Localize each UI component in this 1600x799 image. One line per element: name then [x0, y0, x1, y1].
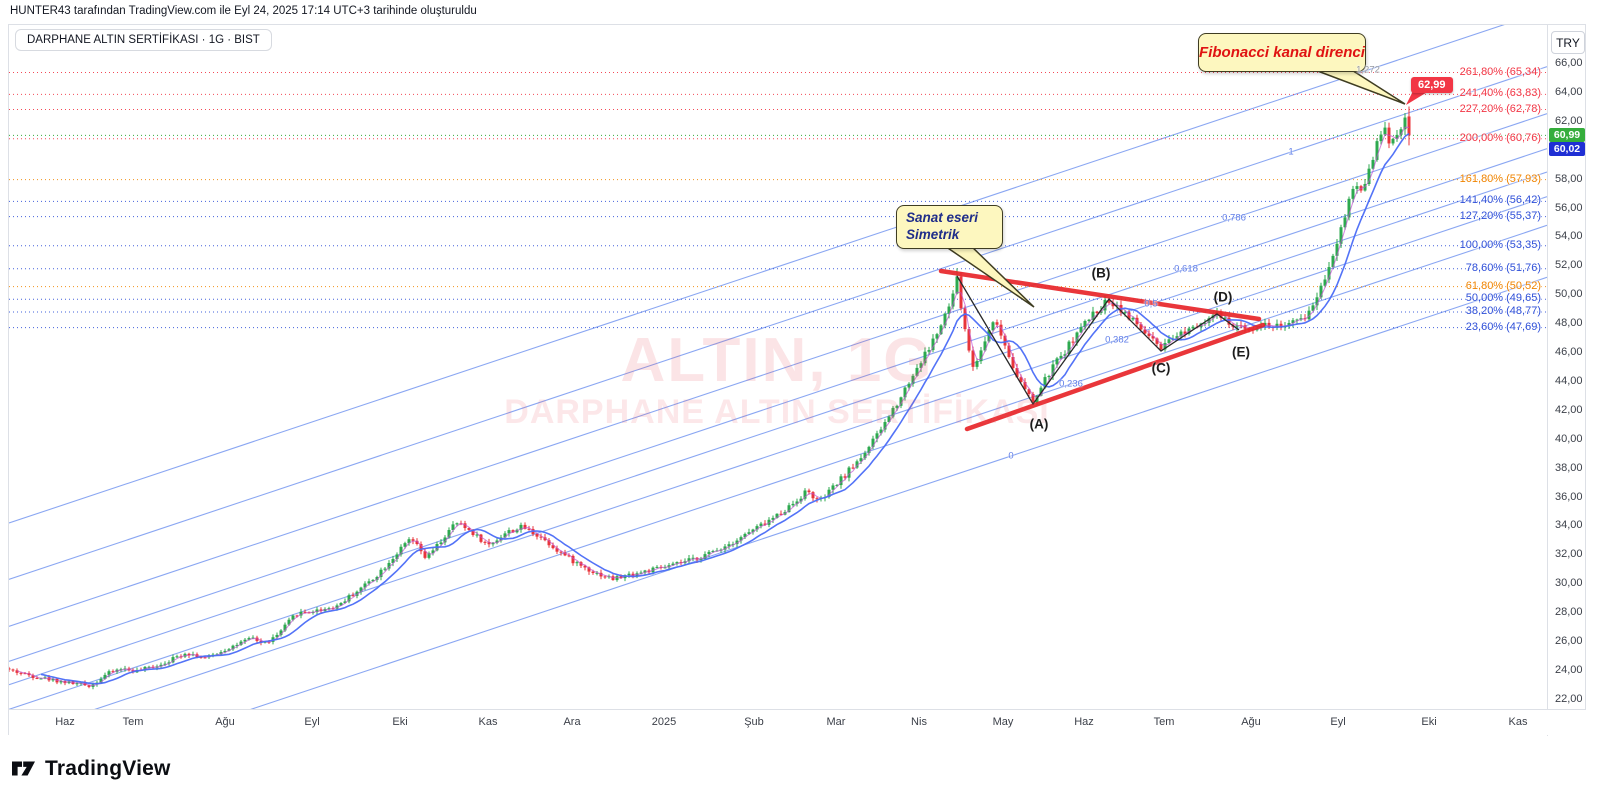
plot-svg — [9, 25, 1547, 709]
price-tick: 52,00 — [1555, 259, 1583, 272]
chart-widget: ALTIN, 1G DARPHANE ALTIN SERTİFİKASI DAR… — [8, 24, 1586, 736]
fib-channel-level-label: 1 — [1288, 146, 1294, 158]
fib-channel-lines — [9, 25, 1547, 709]
price-tick: 24,00 — [1555, 663, 1583, 676]
fib-retracement-label: 161,80% (57,93) — [1459, 172, 1541, 185]
time-tick: Şub — [744, 716, 764, 728]
fib-retracement-label: 50,00% (49,65) — [1465, 292, 1541, 305]
tradingview-logo-text: TradingView — [45, 756, 171, 780]
time-tick: May — [992, 716, 1014, 728]
time-tick: Ağu — [1241, 716, 1261, 728]
time-tick: Eki — [1421, 716, 1437, 728]
price-tick: 36,00 — [1555, 490, 1583, 503]
price-tick: 48,00 — [1555, 317, 1583, 330]
price-tick: 38,00 — [1555, 461, 1583, 474]
price-tick: 62,00 — [1555, 114, 1583, 127]
last-price-tag: 60,99 — [1549, 128, 1585, 143]
fib-retracement-lines — [9, 72, 1547, 329]
price-tick: 28,00 — [1555, 606, 1583, 619]
fib-channel-level-label: 0,786 — [1222, 212, 1246, 224]
fib-channel-level-label: 0 — [1008, 450, 1014, 462]
time-tick: Tem — [1153, 716, 1175, 728]
pattern-point-label: (D) — [1213, 289, 1233, 305]
callout-symmetry[interactable]: Sanat eseri Simetrik — [896, 205, 1003, 249]
watermark-symbol: ALTIN, 1G — [620, 326, 934, 395]
callout-text: Fibonacci kanal direnci — [1199, 44, 1365, 61]
price-tick: 34,00 — [1555, 519, 1583, 532]
fib-retracement-label: 100,00% (53,35) — [1459, 238, 1541, 251]
fib-channel-level-label: 0,236 — [1059, 378, 1083, 390]
time-tick: Eyl — [1330, 716, 1346, 728]
pattern-point-label: (E) — [1232, 344, 1250, 360]
callout-text: Sanat eseri Simetrik — [906, 210, 979, 242]
fib-retracement-label: 261,80% (65,34) — [1459, 65, 1541, 78]
time-tick: Haz — [1074, 716, 1094, 728]
fib-retracement-label: 61,80% (50,52) — [1465, 279, 1541, 292]
tradingview-logo-icon — [12, 761, 35, 776]
high-price-tag[interactable]: 62,99 — [1411, 77, 1453, 93]
price-tick: 42,00 — [1555, 403, 1583, 416]
currency-label[interactable]: TRY — [1551, 31, 1585, 54]
pattern-point-label: (B) — [1091, 265, 1111, 281]
price-tick: 58,00 — [1555, 172, 1583, 185]
price-tick: 56,00 — [1555, 201, 1583, 214]
ma-value-tag: 60,02 — [1549, 142, 1585, 157]
plot-overlay: ALTIN, 1G DARPHANE ALTIN SERTİFİKASI DAR… — [9, 25, 1547, 709]
fib-retracement-label: 241,40% (63,83) — [1459, 87, 1541, 100]
footer: TradingView — [10, 755, 171, 782]
price-tick: 50,00 — [1555, 288, 1583, 301]
watermark-description: DARPHANE ALTIN SERTİFİKASI — [504, 393, 1050, 431]
fib-retracement-label: 78,60% (51,76) — [1465, 261, 1541, 274]
time-tick: Ağu — [215, 716, 235, 728]
fib-retracement-label: 127,20% (55,37) — [1459, 209, 1541, 222]
chart-plot-area[interactable]: ALTIN, 1G DARPHANE ALTIN SERTİFİKASI DAR… — [9, 25, 1547, 709]
moving-averages — [16, 126, 1410, 687]
price-tick: 66,00 — [1555, 57, 1583, 69]
price-tick: 22,00 — [1555, 692, 1583, 705]
price-tick: 26,00 — [1555, 635, 1583, 647]
time-tick: Eki — [392, 716, 408, 728]
fib-retracement-label: 200,00% (60,76) — [1459, 131, 1541, 144]
fib-channel-level-label: 0,618 — [1174, 263, 1198, 275]
time-tick: Haz — [55, 716, 75, 728]
fib-retracement-label: 23,60% (47,69) — [1465, 320, 1541, 333]
elliott-zigzag — [956, 275, 1240, 406]
pattern-point-label: (C) — [1151, 360, 1171, 376]
fib-channel-level-label: 0,5 — [1144, 298, 1158, 310]
fib-channel-level-label: 1,272 — [1356, 64, 1380, 76]
time-tick: Tem — [122, 716, 144, 728]
callout-tails — [939, 66, 1429, 308]
fib-retracement-label: 38,20% (48,77) — [1465, 304, 1541, 317]
time-axis[interactable]: Haz Tem Ağu Eyl Eki Kas Ara 2025 Şub Mar Nis May Haz… — [9, 709, 1586, 735]
fib-retracement-label: 227,20% (62,78) — [1459, 102, 1541, 115]
time-tick: Kas — [478, 716, 498, 728]
price-tick: 30,00 — [1555, 577, 1583, 590]
price-tick: 40,00 — [1555, 432, 1583, 445]
time-tick: Eyl — [304, 716, 320, 728]
fib-channel-level-label: 0,382 — [1105, 334, 1129, 346]
attribution-text: HUNTER43 tarafından TradingView.com ile … — [10, 5, 477, 17]
price-tick: 44,00 — [1555, 374, 1583, 387]
price-tick: 64,00 — [1555, 85, 1583, 98]
time-tick: Mar — [826, 716, 846, 728]
price-axis[interactable]: TRY 60,99 60,02 66,00 64,00 62,00 58,00 56,0… — [1547, 25, 1586, 736]
symbol-title[interactable]: DARPHANE ALTIN SERTİFİKASI · 1G · BIST — [15, 29, 272, 51]
time-tick: Nis — [911, 716, 927, 728]
pattern-point-label: (A) — [1029, 416, 1049, 432]
time-tick: Kas — [1508, 716, 1528, 728]
fib-retracement-label: 141,40% (56,42) — [1459, 194, 1541, 207]
price-tick: 32,00 — [1555, 548, 1583, 561]
time-tick: 2025 — [651, 716, 677, 728]
callout-fibonacci-channel-resistance[interactable]: Fibonacci kanal direnci — [1198, 33, 1366, 72]
price-tick: 54,00 — [1555, 230, 1583, 243]
time-tick: Ara — [563, 716, 581, 728]
price-tick: 46,00 — [1555, 346, 1583, 358]
